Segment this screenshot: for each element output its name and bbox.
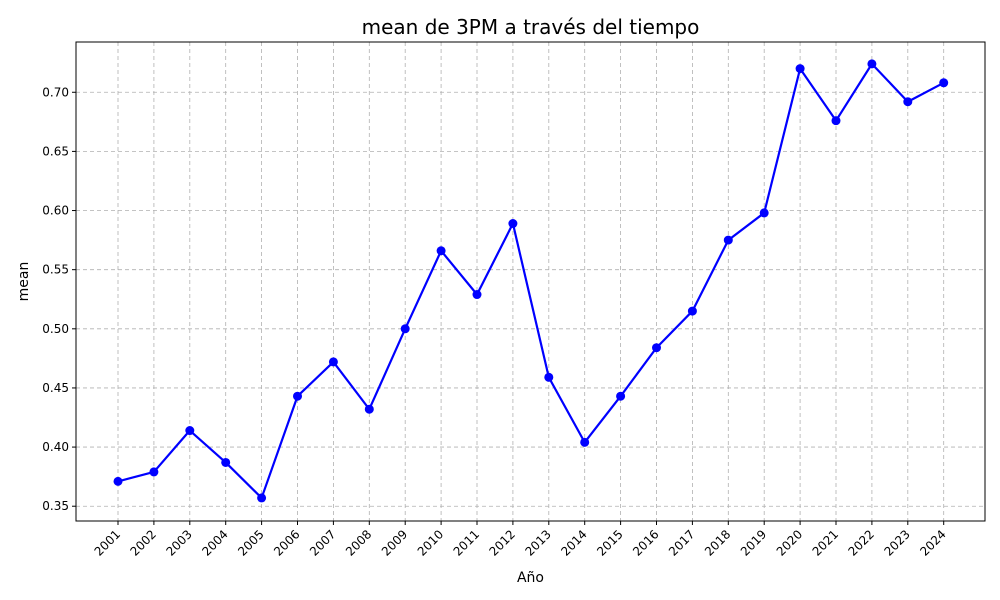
x-tick-label: 2020 <box>774 527 805 558</box>
x-tick-label: 2013 <box>522 527 553 558</box>
x-tick-label: 2006 <box>271 527 302 558</box>
data-point <box>472 290 482 300</box>
x-axis-label: Año <box>517 570 544 586</box>
data-point <box>293 391 302 401</box>
y-tick-label: 0.40 <box>42 440 69 454</box>
data-point <box>508 219 518 229</box>
x-tick-label: 2010 <box>415 527 446 558</box>
x-tick-label: 2012 <box>487 527 518 558</box>
y-tick-label: 0.70 <box>42 85 69 99</box>
x-tick-label: 2005 <box>235 527 266 558</box>
x-tick-label: 2008 <box>343 527 374 558</box>
y-tick-label: 0.60 <box>42 204 69 218</box>
data-point <box>113 476 123 486</box>
y-axis-label: mean <box>16 262 32 302</box>
x-tick-label: 2004 <box>199 527 230 558</box>
chart-title: mean de 3PM a través del tiempo <box>362 15 700 39</box>
x-tick-label: 2016 <box>630 527 661 558</box>
x-tick-label: 2018 <box>702 527 733 558</box>
data-point <box>795 64 805 74</box>
x-tick-label: 2014 <box>558 527 589 558</box>
x-tick-label: 2015 <box>594 527 625 558</box>
data-point <box>616 391 626 401</box>
data-point <box>257 493 267 503</box>
data-point <box>436 246 446 256</box>
data-point <box>831 116 841 126</box>
x-tick-label: 2017 <box>666 527 697 558</box>
data-point <box>185 426 195 436</box>
y-tick-label: 0.35 <box>42 499 69 513</box>
plot-frame <box>75 41 986 522</box>
x-tick-label: 2001 <box>92 527 123 558</box>
data-point <box>759 208 769 218</box>
data-point <box>364 404 374 414</box>
x-tick-label: 2023 <box>881 527 912 558</box>
x-tick-label: 2019 <box>738 527 769 558</box>
data-point <box>149 467 159 477</box>
axes: 2001 2002 2003 2004 2005 2006 2007 2008 2009 2010… <box>42 85 949 558</box>
x-tick-label: 2007 <box>307 527 338 558</box>
y-tick-label: 0.45 <box>42 381 69 395</box>
data-point <box>687 306 697 316</box>
data-point <box>328 357 338 367</box>
data-point <box>723 235 733 245</box>
x-tick-label: 2024 <box>917 527 948 558</box>
x-tick-label: 2011 <box>451 527 482 558</box>
data-point <box>903 97 913 107</box>
y-tick-label: 0.65 <box>42 144 69 158</box>
y-tick-label: 0.50 <box>42 322 69 336</box>
series-line <box>117 62 945 500</box>
data-point <box>544 372 554 382</box>
data-point <box>652 343 661 353</box>
data-point <box>400 324 410 334</box>
x-tick-label: 2021 <box>810 527 841 558</box>
x-tick-label: 2003 <box>163 527 194 558</box>
x-tick-label: 2009 <box>379 527 410 558</box>
data-point <box>221 457 231 467</box>
data-point <box>867 59 877 69</box>
series <box>113 59 949 503</box>
x-tick-label: 2022 <box>846 527 877 558</box>
data-point <box>939 78 949 88</box>
x-tick-label: 2002 <box>128 527 159 558</box>
data-point <box>580 437 590 447</box>
y-tick-label: 0.55 <box>42 263 69 277</box>
